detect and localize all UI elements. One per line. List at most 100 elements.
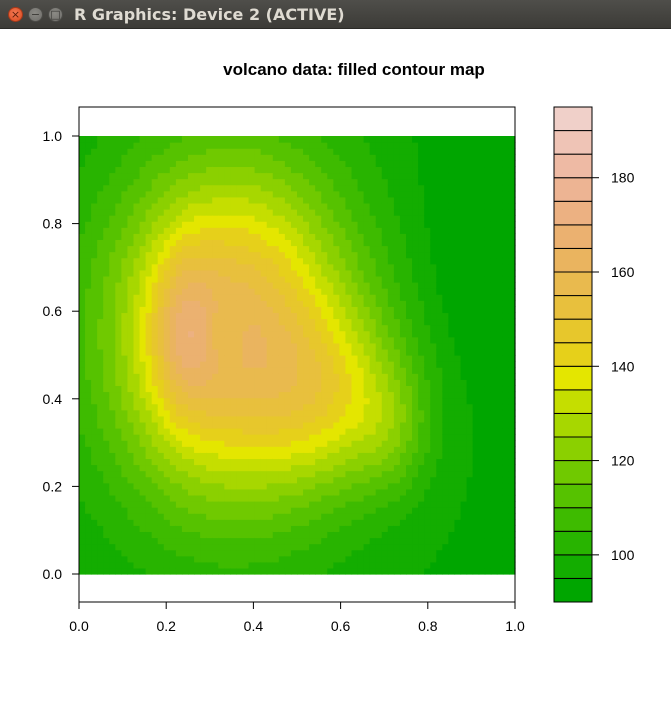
contour-cell (351, 391, 359, 399)
contour-cell (454, 330, 462, 338)
contour-cell (79, 172, 86, 180)
contour-cell (242, 263, 250, 271)
contour-cell (284, 458, 292, 466)
contour-cell (103, 245, 110, 253)
contour-cell (224, 543, 231, 551)
contour-cell (303, 537, 310, 545)
contour-cell (260, 434, 268, 441)
contour-cell (284, 373, 292, 380)
contour-cell (381, 428, 389, 435)
contour-cell (290, 513, 298, 520)
contour-cell (85, 507, 92, 514)
contour-cell (194, 464, 201, 472)
contour-cell (430, 324, 437, 332)
contour-cell (321, 507, 328, 514)
contour-cell (303, 458, 310, 466)
contour-cell (248, 160, 256, 168)
contour-cell (103, 367, 110, 374)
contour-cell (212, 403, 219, 411)
contour-cell (188, 336, 195, 344)
contour-cell (218, 464, 225, 472)
contour-cell (103, 184, 110, 192)
contour-cell (175, 275, 183, 283)
contour-cell (284, 543, 292, 551)
contour-cell (284, 196, 292, 204)
contour-cell (151, 531, 159, 539)
contour-cell (145, 160, 153, 168)
contour-cell (212, 154, 219, 161)
contour-cell (127, 245, 135, 253)
contour-cell (272, 215, 280, 222)
contour-cell (490, 282, 498, 289)
contour-cell (169, 348, 177, 356)
contour-cell (369, 464, 377, 472)
contour-cell (218, 142, 225, 149)
contour-cell (406, 361, 413, 368)
contour-cell (127, 567, 135, 575)
contour-cell (430, 306, 437, 314)
contour-cell (436, 233, 443, 241)
contour-cell (478, 184, 486, 192)
contour-cell (357, 282, 365, 289)
contour-cell (290, 355, 298, 362)
contour-cell (321, 555, 328, 563)
contour-cell (297, 348, 304, 356)
contour-cell (212, 269, 219, 277)
contour-cell (290, 409, 298, 417)
contour-cell (224, 227, 231, 234)
contour-cell (472, 537, 480, 545)
contour-cell (454, 361, 462, 368)
contour-cell (97, 239, 104, 247)
minimize-icon[interactable]: − (28, 7, 43, 22)
contour-cell (448, 470, 456, 478)
contour-cell (248, 202, 256, 210)
contour-cell (284, 239, 292, 247)
contour-cell (375, 367, 383, 374)
contour-cell (478, 233, 486, 241)
maximize-icon[interactable]: □ (48, 7, 63, 22)
contour-cell (490, 239, 498, 247)
contour-cell (430, 136, 437, 143)
contour-cell (230, 543, 238, 551)
contour-cell (97, 397, 104, 405)
contour-cell (188, 257, 195, 265)
contour-cell (139, 561, 147, 569)
contour-cell (157, 148, 165, 155)
contour-cell (460, 494, 468, 502)
contour-cell (303, 227, 310, 234)
contour-cell (309, 434, 316, 441)
contour-cell (399, 434, 407, 441)
contour-cell (97, 567, 104, 575)
contour-cell (357, 300, 365, 307)
contour-cell (230, 373, 238, 380)
contour-cell (466, 251, 474, 259)
contour-cell (303, 409, 310, 417)
contour-cell (175, 476, 183, 484)
contour-cell (218, 251, 225, 259)
contour-cell (145, 434, 153, 441)
contour-cell (430, 312, 437, 320)
contour-cell (466, 148, 474, 155)
contour-cell (163, 348, 171, 356)
contour-cell (206, 464, 213, 472)
contour-cell (115, 209, 122, 216)
contour-cell (357, 160, 365, 168)
contour-cell (188, 172, 195, 180)
contour-cell (157, 367, 165, 374)
contour-cell (97, 160, 104, 168)
contour-cell (242, 142, 250, 149)
contour-cell (109, 361, 116, 368)
contour-cell (260, 288, 268, 295)
contour-cell (351, 233, 359, 241)
contour-cell (333, 373, 340, 380)
contour-cell (97, 458, 104, 466)
contour-cell (399, 227, 407, 234)
contour-cell (321, 513, 328, 520)
contour-cell (230, 306, 238, 314)
contour-cell (242, 513, 250, 520)
contour-cell (181, 306, 189, 314)
contour-cell (369, 221, 377, 228)
contour-cell (218, 452, 225, 460)
contour-cell (127, 184, 135, 192)
close-icon[interactable]: × (8, 7, 23, 22)
